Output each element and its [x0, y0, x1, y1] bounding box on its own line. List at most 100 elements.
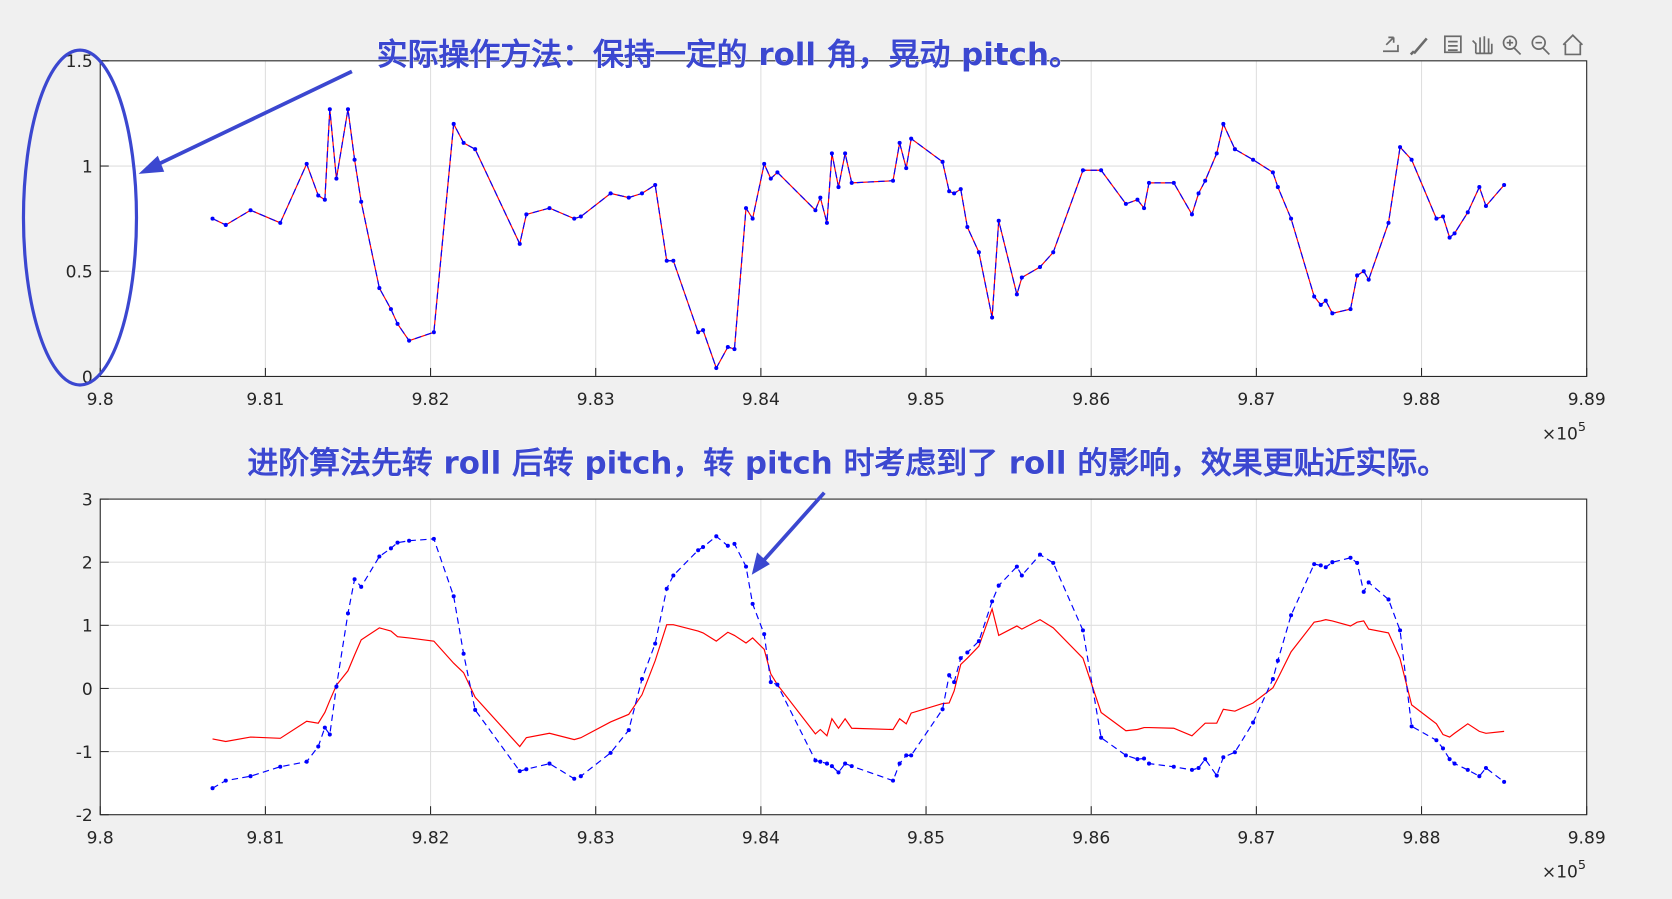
data-point	[1366, 580, 1371, 585]
x-tick-label: 9.88	[1403, 829, 1441, 849]
data-point	[1502, 779, 1507, 784]
data-point	[1135, 757, 1140, 762]
data-point	[1123, 753, 1128, 758]
data-point	[473, 147, 478, 152]
export-icon[interactable]	[1383, 36, 1399, 53]
data-point	[897, 140, 902, 145]
toolbar[interactable]	[1383, 34, 1584, 56]
data-point	[836, 185, 841, 190]
data-point	[1452, 761, 1457, 766]
data-point	[1142, 756, 1147, 761]
data-point	[1330, 311, 1335, 316]
data-point	[714, 534, 719, 539]
data-point	[1434, 738, 1439, 743]
y-tick-label: 1	[82, 617, 93, 637]
data-point	[578, 214, 583, 219]
data-point	[210, 786, 215, 791]
x-tick-label: 9.87	[1237, 390, 1275, 410]
data-point	[352, 157, 357, 162]
data-point	[743, 206, 749, 211]
data-point	[1014, 292, 1019, 297]
data-point	[1312, 562, 1317, 567]
data-point	[223, 778, 228, 783]
data-point	[572, 776, 577, 781]
data-point	[278, 220, 283, 225]
data-point	[1123, 201, 1128, 206]
brush-icon[interactable]	[1409, 37, 1428, 56]
data-point	[947, 189, 952, 194]
data-point	[1348, 555, 1353, 560]
zoom-in-glyph	[1506, 39, 1522, 56]
y-tick-label: -1	[76, 743, 93, 763]
data-point	[743, 564, 749, 569]
data-point	[578, 774, 583, 779]
data-point	[1409, 157, 1414, 162]
data-point	[517, 241, 522, 246]
data-point	[1447, 235, 1452, 240]
data-point	[671, 573, 676, 578]
data-point	[1312, 294, 1317, 299]
data-point	[1477, 774, 1482, 779]
data-point	[524, 767, 529, 772]
data-point	[664, 258, 669, 263]
data-point	[1275, 185, 1280, 190]
data-point	[843, 151, 848, 156]
data-point	[996, 583, 1001, 588]
data-point	[1355, 560, 1360, 565]
data-point	[626, 195, 631, 200]
data-point	[1361, 589, 1366, 594]
arrow-head	[751, 552, 770, 575]
data-point	[626, 728, 631, 733]
data-point	[732, 541, 737, 546]
y-tick-label: 2	[82, 554, 93, 574]
data-point	[316, 193, 321, 198]
data-point	[431, 536, 436, 541]
data-point	[947, 673, 952, 678]
data-point	[1221, 755, 1226, 760]
home-icon[interactable]	[1562, 34, 1584, 56]
data-point	[1355, 273, 1360, 278]
data-point	[1037, 552, 1043, 557]
data-point	[1203, 757, 1208, 762]
x-exponent: ×105	[1542, 420, 1586, 445]
data-point	[996, 218, 1001, 223]
data-point	[1232, 750, 1237, 755]
data-point	[1051, 560, 1056, 565]
data-point	[1434, 216, 1439, 221]
zoom-in-icon[interactable]	[1502, 35, 1518, 50]
axes-box	[99, 60, 1588, 377]
data-point	[1440, 746, 1446, 751]
data-point	[1275, 658, 1280, 663]
data-point	[1289, 613, 1294, 618]
exponent-base: ×10	[1542, 863, 1578, 883]
data-point	[818, 759, 823, 764]
data-point	[1386, 220, 1391, 225]
axes-box	[99, 498, 1588, 816]
data-point	[461, 651, 466, 656]
data-point	[407, 538, 412, 543]
data-point	[1348, 307, 1353, 312]
y-tick-label: 0.5	[66, 263, 93, 283]
x-tick-label: 9.8	[87, 829, 114, 849]
arrow-shaft	[150, 69, 353, 170]
data-point	[958, 187, 963, 192]
data-point	[327, 732, 332, 737]
data-point	[990, 315, 995, 320]
data-point	[671, 258, 676, 263]
data-point	[818, 195, 823, 200]
data-point	[547, 761, 552, 766]
datatip-icon[interactable]	[1444, 35, 1462, 54]
data-point	[639, 676, 644, 682]
data-point	[965, 650, 970, 655]
data-point	[431, 330, 436, 335]
zoom-out-icon[interactable]	[1531, 35, 1546, 50]
data-point	[701, 545, 706, 550]
data-point	[1142, 206, 1147, 211]
pan-icon[interactable]	[1471, 36, 1493, 55]
data-point	[1440, 214, 1446, 219]
data-point	[1196, 191, 1201, 196]
data-point	[909, 136, 914, 141]
data-point	[359, 584, 364, 589]
data-point	[451, 594, 456, 599]
data-point	[1398, 145, 1403, 150]
